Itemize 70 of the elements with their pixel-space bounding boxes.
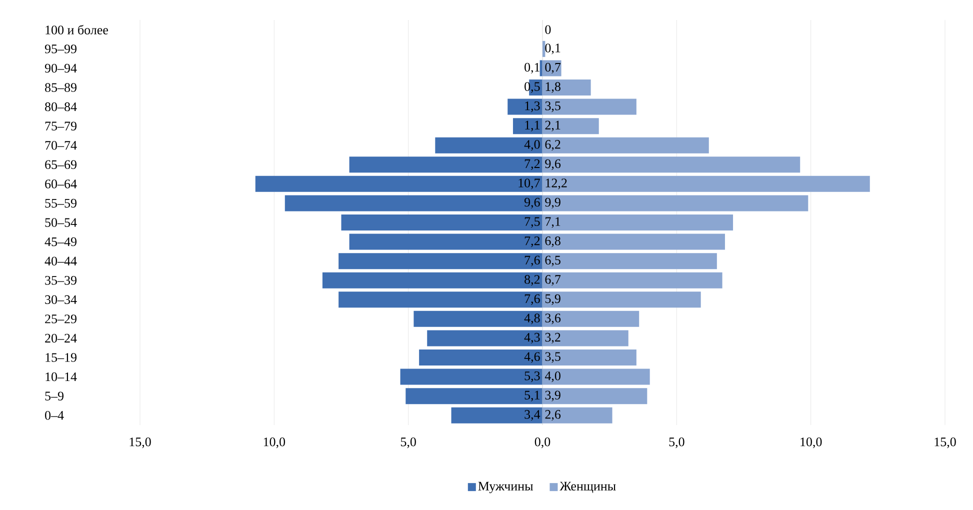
data-label: 5,1 xyxy=(524,390,540,402)
data-label: 3,2 xyxy=(545,332,560,344)
data-label: 4,6 xyxy=(524,352,540,363)
data-label: 12,2 xyxy=(546,178,567,190)
y-tick-label: 70–74 xyxy=(45,140,77,150)
y-tick-label: 0–4 xyxy=(45,410,64,420)
y-tick-label: 15–19 xyxy=(46,353,76,362)
data-label: 4,8 xyxy=(524,314,540,324)
y-tick-label: 20–24 xyxy=(45,334,77,343)
data-label: 1,3 xyxy=(525,101,540,112)
y-tick-label: 50–54 xyxy=(45,218,77,227)
data-label: 6,5 xyxy=(545,256,560,266)
data-label: 5,9 xyxy=(545,294,560,305)
data-label: 7,2 xyxy=(524,159,540,170)
y-tick-label: 100 и более xyxy=(46,24,108,34)
data-label: 7,2 xyxy=(524,236,540,248)
data-label: 5,3 xyxy=(524,371,540,382)
data-label: 4,0 xyxy=(524,140,540,151)
y-tick-label: 75–79 xyxy=(45,122,76,130)
x-tick-label: 10,0 xyxy=(800,438,822,448)
data-label: 7,5 xyxy=(524,217,540,228)
y-tick-label: 60–64 xyxy=(45,180,77,188)
x-tick-label: 0,0 xyxy=(534,438,550,448)
data-label: 0,7 xyxy=(545,62,561,74)
bar xyxy=(542,40,546,57)
data-label: 3,4 xyxy=(524,410,540,421)
data-label: 4,0 xyxy=(544,371,560,382)
data-label: 6,2 xyxy=(545,140,560,151)
data-label: 6,8 xyxy=(545,236,560,248)
y-tick-label: 65–69 xyxy=(45,160,76,170)
x-tick-label: 5,0 xyxy=(669,438,684,448)
y-tick-label: 90–94 xyxy=(44,64,77,73)
data-label: 9,9 xyxy=(545,198,560,209)
data-label: 6,7 xyxy=(545,275,561,286)
data-label: 8,2 xyxy=(524,275,540,286)
data-label: 7,6 xyxy=(524,294,540,305)
data-label: 2,6 xyxy=(545,410,561,421)
y-tick-label: 55–59 xyxy=(45,198,76,208)
y-tick-label: 45–49 xyxy=(44,237,76,246)
y-tick-label: 80–84 xyxy=(45,102,77,112)
y-tick-label: 85–89 xyxy=(45,83,76,92)
data-label: 7,1 xyxy=(546,217,560,228)
data-label: 9,6 xyxy=(545,159,561,170)
y-tick-label: 35–39 xyxy=(45,276,76,285)
data-label: 3,5 xyxy=(545,101,560,112)
y-tick-label: 10–14 xyxy=(46,372,77,382)
data-label: 1,1 xyxy=(525,120,540,132)
data-label: 10,7 xyxy=(518,178,540,190)
legend-label: Мужчины xyxy=(478,482,533,494)
data-label: 7,6 xyxy=(524,256,540,266)
data-label: 0,1 xyxy=(545,44,560,54)
legend-label: Женщины xyxy=(560,482,616,494)
y-tick-label: 25–29 xyxy=(45,314,76,324)
data-label: 9,6 xyxy=(524,198,540,209)
data-label: 3,6 xyxy=(545,314,561,324)
x-tick-label: 5,0 xyxy=(400,438,416,448)
x-tick-label: 15,0 xyxy=(934,438,956,448)
data-label: 0,1 xyxy=(524,62,540,74)
data-label: 4,3 xyxy=(524,332,540,344)
data-label: 1,8 xyxy=(546,82,560,93)
y-tick-label: 30–34 xyxy=(45,295,77,304)
data-label: 3,5 xyxy=(545,352,560,363)
data-label: 3,9 xyxy=(545,390,560,402)
y-tick-label: 5–9 xyxy=(45,392,64,400)
x-tick-label: 15,0 xyxy=(130,438,151,448)
data-label: 2,1 xyxy=(545,120,560,132)
y-tick-label: 40–44 xyxy=(44,256,77,266)
x-tick-label: 10,0 xyxy=(264,438,286,448)
data-label: 0 xyxy=(545,25,551,34)
y-tick-label: 95–99 xyxy=(44,44,76,54)
